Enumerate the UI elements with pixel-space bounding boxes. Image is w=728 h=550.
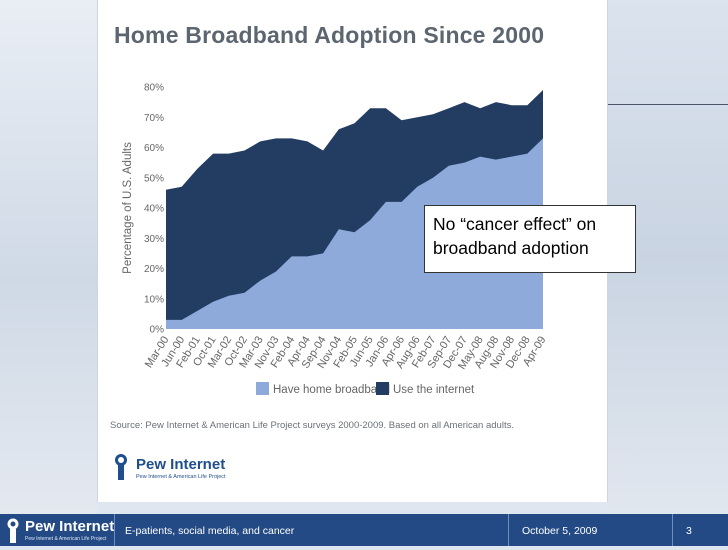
y-tick-label: 0% (150, 325, 165, 336)
legend-swatch (376, 382, 389, 395)
y-tick-label: 50% (144, 173, 164, 184)
slide-footer (0, 514, 728, 546)
callout-box: No “cancer effect” on broadband adoption (424, 205, 636, 273)
footer-page-number: 3 (686, 525, 692, 537)
y-tick-label: 20% (144, 264, 164, 275)
figure-logo-tagline: Pew Internet & American Life Project (136, 474, 226, 480)
legend-label: Use the internet (393, 384, 475, 396)
y-tick-label: 60% (144, 143, 164, 154)
y-tick-label: 80% (144, 83, 164, 94)
slide-background-left (0, 0, 97, 514)
footer-date: October 5, 2009 (522, 525, 598, 537)
y-tick-label: 10% (144, 294, 164, 305)
y-axis-label: Percentage of U.S. Adults (122, 142, 134, 274)
footer-tagline: Pew Internet & American Life Project (25, 536, 107, 542)
pew-logo-icon (7, 518, 19, 543)
legend-label: Have home broadband (273, 384, 390, 396)
chart-source-note: Source: Pew Internet & American Life Pro… (110, 420, 514, 431)
chart-title: Home Broadband Adoption Since 2000 (114, 22, 545, 48)
y-tick-label: 40% (144, 204, 164, 215)
callout-line-2: broadband adoption (433, 238, 589, 258)
footer-page-box (672, 514, 728, 546)
y-tick-label: 30% (144, 234, 164, 245)
footer-brand: Pew Internet (25, 518, 115, 535)
callout-line-1: No “cancer effect” on (433, 214, 597, 234)
figure-logo-brand: Pew Internet (136, 456, 226, 473)
y-tick-label: 70% (144, 113, 164, 124)
header-rule (606, 104, 728, 105)
footer-date-box (508, 514, 669, 546)
footer-logo: Pew Internet Pew Internet & American Lif… (3, 517, 114, 550)
legend-swatch (256, 382, 269, 395)
footer-subject-box (114, 514, 505, 546)
footer-subject: E-patients, social media, and cancer (125, 525, 295, 537)
pew-logo-icon (115, 454, 127, 480)
series-area-0 (166, 138, 543, 329)
